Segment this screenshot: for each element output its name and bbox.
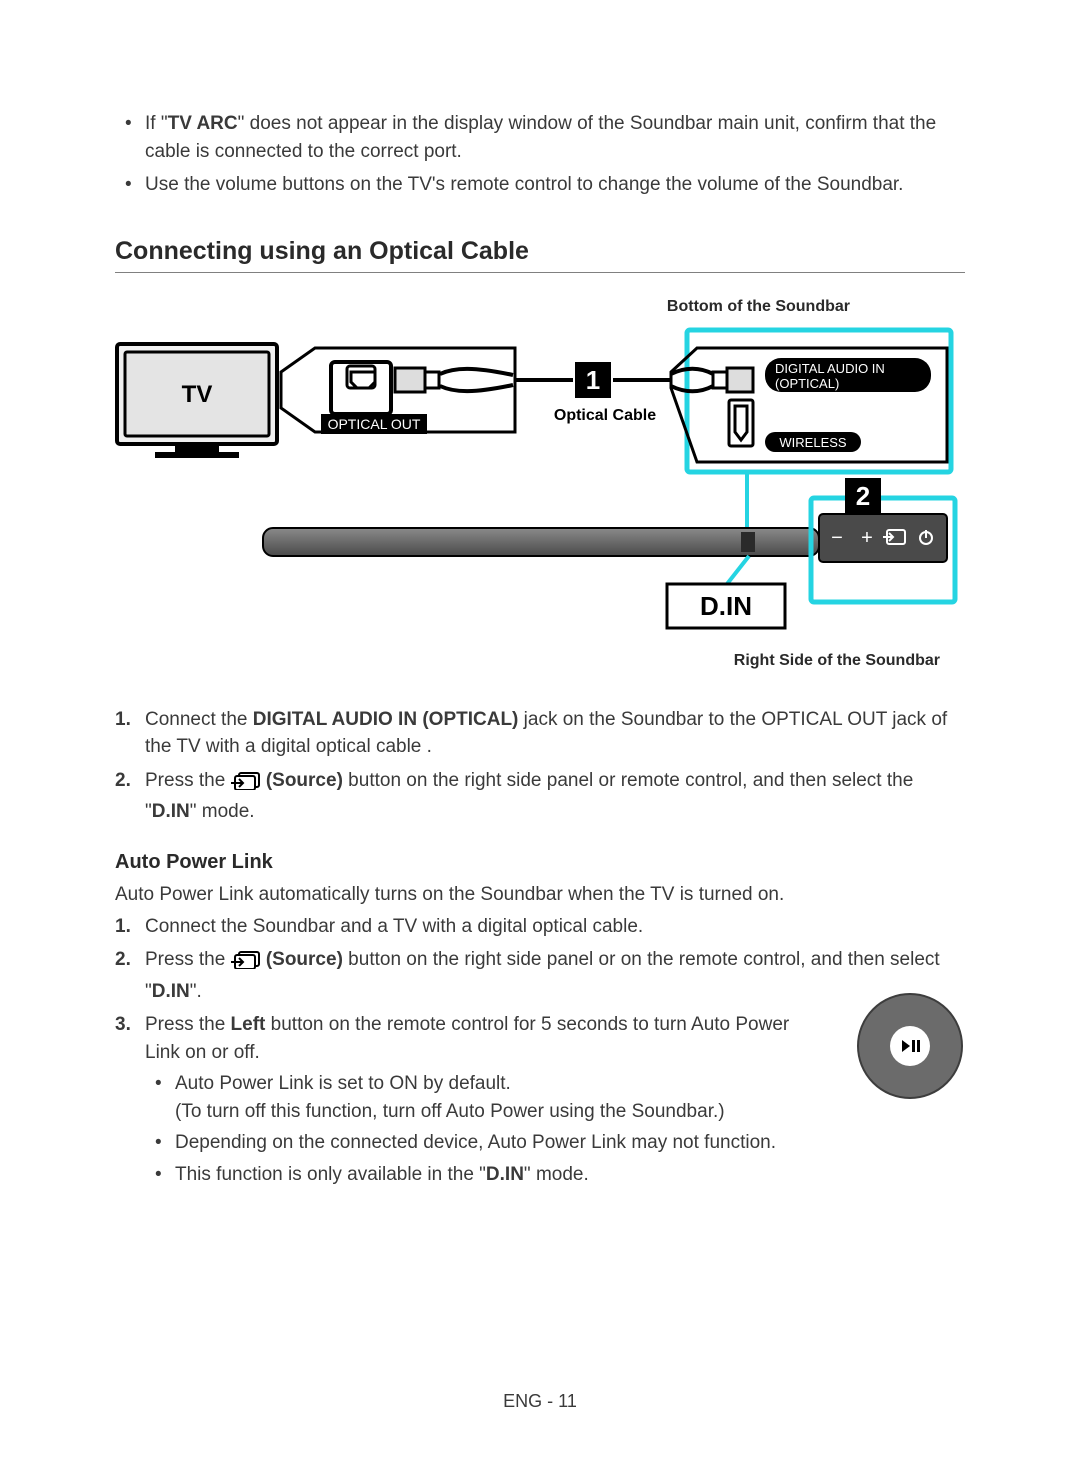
text-bold: (Source) bbox=[261, 770, 343, 791]
apl-step-1: Connect the Soundbar and a TV with a dig… bbox=[115, 913, 965, 941]
text-bold: D.IN bbox=[486, 1164, 524, 1185]
svg-text:(OPTICAL): (OPTICAL) bbox=[775, 376, 839, 391]
svg-text:−: − bbox=[831, 527, 843, 549]
din-callout: D.IN bbox=[667, 584, 785, 628]
apl-step-3: Press the Left button on the remote cont… bbox=[115, 1011, 965, 1188]
apl-steps-list: Connect the Soundbar and a TV with a dig… bbox=[115, 913, 965, 1189]
text-bold: D.IN bbox=[152, 981, 190, 1002]
section-heading: Connecting using an Optical Cable bbox=[115, 233, 965, 273]
text: Press the bbox=[145, 770, 231, 791]
text-bold: DIGITAL AUDIO IN (OPTICAL) bbox=[253, 709, 519, 730]
soundbar-icon bbox=[263, 518, 849, 584]
apl-step-2: Press the (Source) button on the right s… bbox=[115, 946, 965, 1005]
text: This function is only available in the " bbox=[175, 1164, 486, 1185]
text: " mode. bbox=[524, 1164, 589, 1185]
text: Connect the bbox=[145, 709, 253, 730]
text: " does not appear in the display window … bbox=[145, 113, 936, 162]
auto-power-link-heading: Auto Power Link bbox=[115, 848, 965, 877]
svg-text:D.IN: D.IN bbox=[700, 591, 752, 621]
text: Depending on the connected device, Auto … bbox=[175, 1132, 776, 1153]
diagram-top-caption: Bottom of the Soundbar bbox=[115, 295, 850, 318]
apl-sub-3: This function is only available in the "… bbox=[145, 1161, 825, 1189]
text: Auto Power Link is set to ON by default. bbox=[175, 1073, 511, 1094]
text-bold: (Source) bbox=[261, 949, 343, 970]
optical-cable-label: Optical Cable bbox=[554, 407, 656, 424]
page-footer: ENG - 11 bbox=[115, 1388, 965, 1414]
intro-bullet-2: Use the volume buttons on the TV's remot… bbox=[115, 171, 965, 199]
text: ". bbox=[190, 981, 202, 1002]
apl-sub-1: Auto Power Link is set to ON by default.… bbox=[145, 1070, 825, 1125]
text-bold: TV ARC bbox=[168, 113, 238, 134]
text-bold: D.IN bbox=[152, 801, 190, 822]
text: Press the bbox=[145, 949, 231, 970]
text: Use the volume buttons on the TV's remot… bbox=[145, 174, 903, 195]
text: (To turn off this function, turn off Aut… bbox=[175, 1101, 725, 1122]
apl-sub-bullets: Auto Power Link is set to ON by default.… bbox=[145, 1070, 825, 1188]
source-icon bbox=[231, 950, 261, 978]
step-marker-2: 2 bbox=[845, 478, 881, 514]
intro-bullet-1: If "TV ARC" does not appear in the displ… bbox=[115, 110, 965, 165]
tv-label: TV bbox=[182, 381, 213, 408]
text: Connect the Soundbar and a TV with a dig… bbox=[145, 916, 643, 937]
text: " mode. bbox=[190, 801, 255, 822]
text: If " bbox=[145, 113, 168, 134]
source-icon bbox=[231, 771, 261, 799]
optical-out-label: OPTICAL OUT bbox=[328, 416, 421, 432]
connection-diagram: Bottom of the Soundbar TV OPTICAL OUT bbox=[115, 295, 965, 672]
svg-text:+: + bbox=[861, 527, 873, 549]
diagram-bottom-caption: Right Side of the Soundbar bbox=[115, 649, 940, 672]
svg-text:1: 1 bbox=[586, 365, 600, 395]
apl-sub-2: Depending on the connected device, Auto … bbox=[145, 1129, 965, 1157]
main-step-1: Connect the DIGITAL AUDIO IN (OPTICAL) j… bbox=[115, 706, 965, 761]
main-step-2: Press the (Source) button on the right s… bbox=[115, 767, 965, 826]
auto-power-link-intro: Auto Power Link automatically turns on t… bbox=[115, 881, 965, 909]
right-panel-callout: − + bbox=[811, 498, 955, 602]
main-steps-list: Connect the DIGITAL AUDIO IN (OPTICAL) j… bbox=[115, 706, 965, 826]
text: Press the bbox=[145, 1014, 231, 1035]
step-marker-1: 1 bbox=[575, 362, 611, 398]
diagram-svg: TV OPTICAL OUT 1 Optical Cable bbox=[115, 322, 965, 632]
tv-icon: TV bbox=[117, 344, 277, 458]
remote-dial-icon bbox=[855, 991, 965, 1110]
svg-text:2: 2 bbox=[856, 481, 870, 511]
svg-text:DIGITAL AUDIO IN: DIGITAL AUDIO IN bbox=[775, 361, 885, 376]
tv-port-callout: OPTICAL OUT bbox=[281, 348, 515, 434]
svg-text:WIRELESS: WIRELESS bbox=[779, 435, 847, 450]
intro-bullet-list: If "TV ARC" does not appear in the displ… bbox=[115, 110, 965, 199]
text-bold: Left bbox=[231, 1014, 266, 1035]
